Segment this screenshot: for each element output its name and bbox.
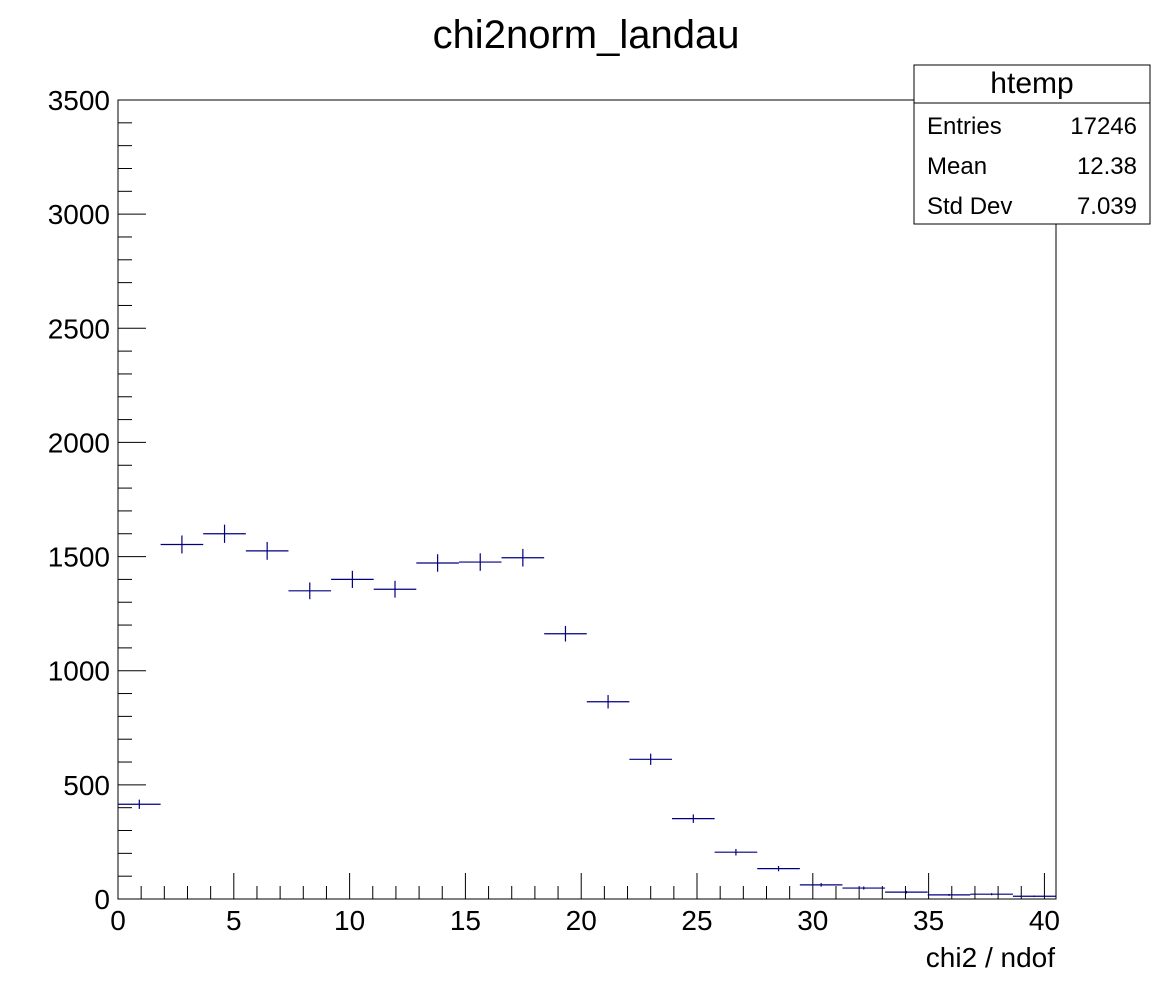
histogram-bin — [714, 848, 758, 856]
x-axis-label: chi2 / ndof — [926, 942, 1055, 973]
y-tick-label: 3500 — [48, 85, 110, 116]
y-tick-label: 3000 — [48, 199, 110, 230]
histogram-bin — [373, 580, 417, 598]
stats-mean-value: 12.38 — [1077, 153, 1137, 180]
x-tick-label: 40 — [1029, 905, 1060, 936]
x-tick-label: 10 — [334, 905, 365, 936]
histogram-bin — [842, 886, 886, 890]
stats-mean-label: Mean — [927, 153, 987, 180]
histogram-bin — [245, 541, 289, 560]
stats-box: htemp Entries 17246 Mean 12.38 Std Dev 7… — [913, 64, 1151, 225]
histogram-bin — [160, 535, 204, 554]
histogram-bin — [629, 753, 672, 765]
stats-box-title: htemp — [990, 67, 1073, 100]
y-tick-label: 500 — [63, 770, 110, 801]
histogram-bin — [288, 582, 332, 600]
y-tick-label: 2000 — [48, 427, 110, 458]
stats-entries-label: Entries — [927, 113, 1002, 140]
histogram-bin — [757, 866, 800, 872]
y-tick-label: 1000 — [48, 656, 110, 687]
x-tick-label: 15 — [450, 905, 481, 936]
x-tick-label: 5 — [226, 905, 242, 936]
histogram-bin — [501, 548, 545, 567]
histogram-bin — [331, 570, 374, 588]
histogram-bins — [118, 524, 1056, 898]
y-tick-label: 0 — [94, 884, 110, 915]
y-axis-ticks: 0 500 1000 1500 2000 2500 3000 3500 — [48, 85, 146, 915]
stats-stddev-value: 7.039 — [1077, 193, 1137, 220]
x-tick-label: 25 — [681, 905, 712, 936]
stats-entries-value: 17246 — [1070, 113, 1137, 140]
x-tick-label: 35 — [913, 905, 944, 936]
histogram-bin — [1012, 895, 1056, 898]
stats-stddev-label: Std Dev — [927, 193, 1012, 220]
histogram-bin — [458, 553, 502, 571]
y-tick-label: 2500 — [48, 313, 110, 344]
histogram-bin — [927, 893, 971, 896]
x-tick-label: 20 — [566, 905, 597, 936]
x-tick-label: 0 — [110, 905, 126, 936]
histogram-bin — [885, 890, 928, 894]
histogram-bin — [416, 554, 459, 572]
x-tick-label: 30 — [797, 905, 828, 936]
histogram-bin — [970, 893, 1013, 896]
chart-title: chi2norm_landau — [433, 13, 740, 57]
histogram-bin — [671, 814, 715, 823]
histogram-bin — [586, 695, 630, 709]
histogram-bin — [118, 799, 161, 809]
y-tick-label: 1500 — [48, 542, 110, 573]
histogram-bin — [799, 883, 843, 887]
plot-frame — [117, 99, 1057, 900]
x-axis-ticks: 0 5 10 15 20 25 30 35 40 — [110, 873, 1060, 936]
histogram-bin — [203, 524, 246, 543]
histogram-bin — [544, 625, 587, 642]
